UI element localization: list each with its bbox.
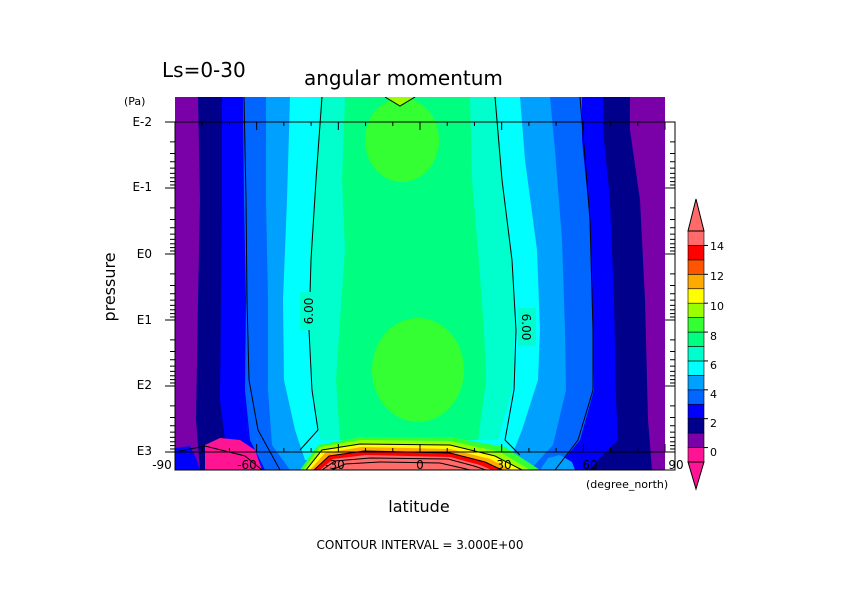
colorbar-swatch: [687, 230, 705, 246]
colorbar-swatch: [687, 288, 705, 304]
y-axis-tick-labels: E-2 E-1 E0 E1 E2 E3: [132, 115, 152, 458]
contour-interval-note: CONTOUR INTERVAL = 3.000E+00: [317, 538, 524, 552]
x-axis-label: latitude: [388, 497, 449, 516]
contour-line-surface-3: [321, 457, 487, 470]
contour-line-surface-1: [305, 443, 523, 470]
colorbar-swatch: [687, 432, 705, 448]
colorbar-swatch: [687, 245, 705, 261]
chart-subtitle: Ls=0-30: [162, 58, 246, 82]
x-axis-unit: (degree_north): [586, 478, 668, 491]
colorbar-swatch: [687, 360, 705, 376]
colorbar-tick-labels: 0 2 4 6 8 10 12 14: [710, 240, 724, 459]
colorbar-label: 10: [710, 300, 724, 313]
y-tick-label: E2: [137, 378, 152, 392]
colorbar-label: 4: [710, 388, 717, 401]
x-tick-label: 30: [496, 458, 511, 472]
contour-line-3-left: [243, 97, 281, 470]
contour-labels: 6.00 6.00: [300, 292, 536, 346]
y-tick-label: E3: [137, 444, 152, 458]
contour-line-3-right: [554, 97, 594, 470]
x-axis-ticks: [174, 122, 666, 452]
contour-line-6-right: [494, 97, 521, 456]
x-tick-label: 60: [582, 458, 597, 472]
plot-frame: [174, 121, 676, 471]
colorbar-swatch: [687, 317, 705, 333]
y-axis-major-ticks: [165, 121, 675, 453]
y-tick-label: E0: [137, 247, 152, 261]
colorbar-arrow-bottom: [687, 461, 705, 491]
y-tick-label: E1: [137, 313, 152, 327]
colorbar-tick-marks: [704, 244, 708, 449]
colorbar-swatch: [687, 302, 705, 318]
x-tick-label: -90: [152, 458, 172, 472]
y-tick-label: E-2: [132, 115, 152, 129]
colorbar-label: 8: [710, 330, 717, 343]
contour-label-right: 6.00: [519, 314, 533, 341]
band-level-9-top: [385, 97, 415, 106]
colorbar-swatch: [687, 375, 705, 391]
band-negative-left: [205, 438, 262, 470]
colorbar-swatch: [687, 331, 705, 347]
colorbar-label: 14: [710, 240, 724, 253]
chart-title: angular momentum: [304, 66, 503, 90]
colorbar-swatch: [687, 403, 705, 419]
colorbar-swatch: [687, 259, 705, 275]
x-axis-tick-labels: -90 -60 -30 0 30 60 90: [152, 458, 683, 472]
colorbar-label: 12: [710, 270, 724, 283]
y-axis-minor-ticks: [170, 141, 675, 450]
y-axis-label: pressure: [100, 252, 119, 321]
contour-label-left: 6.00: [302, 298, 316, 325]
colorbar-swatches: [687, 230, 705, 463]
filled-contours: [175, 97, 665, 470]
contour-line-9-top: [384, 97, 416, 107]
band-level-8-upper: [365, 98, 439, 182]
colorbar: 0 2 4 6 8 10 12 14: [687, 198, 724, 491]
colorbar-swatch: [687, 447, 705, 463]
colorbar-arrow-top: [687, 198, 705, 232]
x-tick-label: -60: [237, 458, 257, 472]
colorbar-swatch: [687, 418, 705, 434]
colorbar-swatch: [687, 389, 705, 405]
colorbar-swatch: [687, 346, 705, 362]
x-tick-label: 90: [668, 458, 683, 472]
band-level-8-lower: [372, 318, 464, 422]
colorbar-label: 0: [710, 446, 717, 459]
y-tick-label: E-1: [132, 180, 152, 194]
y-axis-unit: (Pa): [124, 95, 145, 108]
band-edge-right: [540, 455, 575, 470]
colorbar-label: 6: [710, 359, 717, 372]
colorbar-swatch: [687, 274, 705, 290]
contour-line-0: [175, 445, 263, 470]
x-tick-label: 0: [416, 458, 424, 472]
contour-line-surface-4: [331, 461, 471, 470]
x-tick-label: -30: [325, 458, 345, 472]
colorbar-label: 2: [710, 417, 717, 430]
